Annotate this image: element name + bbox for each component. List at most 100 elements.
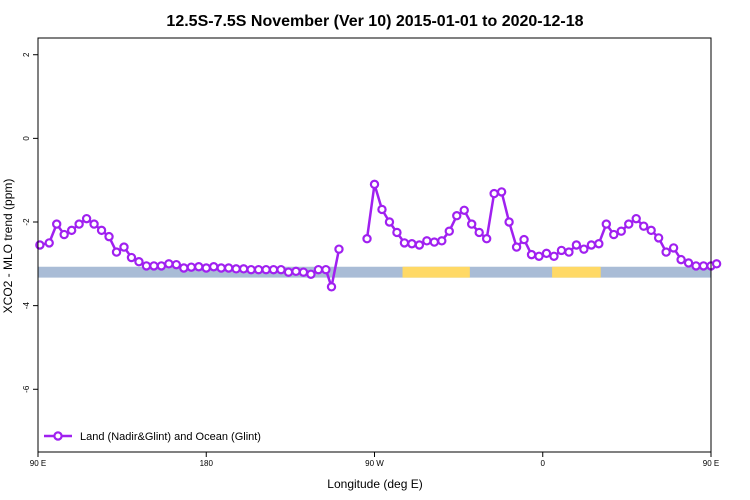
data-point [711,259,722,269]
data-point [496,187,507,197]
data-point [201,263,211,273]
data-point [171,259,182,270]
data-point [549,251,559,261]
data-point [579,244,589,254]
data-point [369,179,380,190]
data-point [276,264,286,275]
data-point [119,242,129,252]
data-point [306,269,316,279]
data-point [283,267,294,277]
data-point [111,247,122,257]
data-point [298,267,309,277]
data-point [661,247,671,257]
y-tick-label: -6 [22,385,31,393]
data-point [216,263,226,273]
data-point [541,248,552,259]
plot-frame [37,37,712,453]
legend-swatch-marker [53,431,63,441]
y-axis: 2 0 -2 -4 -6 [22,52,38,393]
data-point [504,217,514,227]
data-point [698,261,709,271]
data-point [444,226,454,236]
data-point [609,229,619,240]
y-tick-label: -4 [22,302,31,310]
data-point [321,264,331,275]
data-point [291,266,301,277]
land-segment-1 [552,266,601,278]
data-point [384,217,395,227]
data-point [194,262,204,272]
legend-label: Land (Nadir&Glint) and Ocean (Glint) [80,431,261,443]
data-point [474,227,484,238]
ocean-band [38,266,711,278]
series-layer [35,179,722,292]
data-point [377,204,387,215]
data-point [59,229,69,240]
y-tick-label: -2 [22,218,31,226]
data-point [556,245,567,256]
data-point [313,264,324,275]
data-point [51,219,62,229]
data-point [676,254,686,265]
data-point [631,213,641,224]
y-tick-label: 0 [22,136,31,141]
data-point [399,238,410,248]
data-point [586,240,597,250]
data-point [414,240,425,250]
data-point [246,264,256,275]
data-point [89,219,99,229]
x-tick-label: 180 [200,459,214,468]
data-point [526,249,537,260]
data-point [179,263,189,273]
y-axis-label: XCO2 - MLO trend (ppm) [1,179,15,314]
data-point [489,188,499,199]
data-point [511,242,522,252]
data-point [519,234,529,245]
data-point [96,225,107,236]
data-point [467,219,477,229]
data-point [141,261,152,271]
data-point [35,240,45,250]
data-point [209,262,219,272]
data-point [639,221,649,231]
legend: Land (Nadir&Glint) and Ocean (Glint) [44,431,261,443]
data-point [668,243,679,253]
data-point [683,258,694,268]
data-point [74,219,84,229]
data-point [186,262,196,272]
data-point [422,236,432,246]
data-point [601,219,612,229]
x-tick-label: 90 E [703,459,719,468]
x-axis: 90 E 180 90 W 0 90 E [30,452,719,468]
x-tick-label: 0 [541,459,546,468]
data-point [459,205,469,215]
chart-title: 12.5S-7.5S November (Ver 10) 2015-01-01 … [166,13,583,30]
data-point [134,257,144,267]
y-tick-label: 2 [22,52,31,57]
data-point [156,261,167,271]
data-point [104,231,114,242]
data-point [149,261,159,271]
data-point [624,219,634,229]
x-tick-label: 90 E [30,459,46,468]
land-segment-0 [402,266,470,278]
data-point [261,264,271,275]
data-point [691,261,701,271]
data-point [238,264,249,274]
data-point [81,213,92,224]
data-point [534,251,544,261]
data-point [362,234,372,244]
data-point [407,239,417,249]
data-point [616,226,626,236]
data-point [223,263,234,273]
data-point [268,264,279,275]
data-point [653,233,664,243]
data-point [646,225,656,236]
data-point [594,239,604,249]
data-point [334,244,344,254]
data-point [231,264,241,274]
data-point [437,236,447,246]
data-point [564,247,574,257]
data-point [164,259,174,269]
